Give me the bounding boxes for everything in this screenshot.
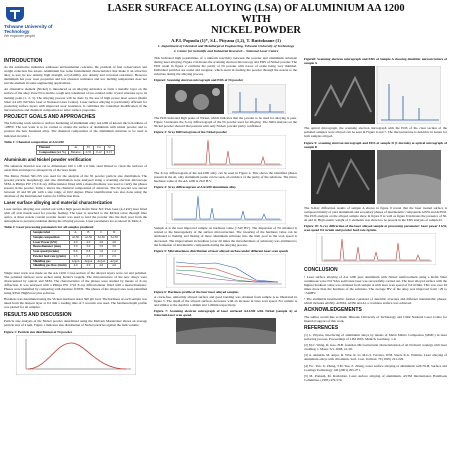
table-cell: 4.0 [81, 263, 96, 269]
table-caption: Table 2: Laser processing parameters for… [4, 225, 94, 230]
paragraph: Single laser track was made on the AA 12… [4, 270, 147, 296]
paragraph: Particle size analysis of the Nickel pow… [4, 319, 147, 328]
table-cell: Shielding gas flow (l/min) [29, 263, 70, 269]
reference: [5] M. Prakash, M. Ravindran, Laser surf… [304, 373, 447, 382]
reference: [1] L. Pityana, Interfacing of aluminium… [304, 332, 447, 341]
table-cell: Composition (wt %) [35, 149, 69, 156]
paragraph: Hardness was determined using the Vicker… [4, 297, 147, 310]
logo-emblem [6, 7, 24, 22]
table-row: Composition (wt %) Balance 0.55 0.12 0.15 [35, 149, 116, 156]
paragraph: As the automotive industries addresses e… [4, 65, 147, 86]
paragraph: The optical micrograph, the scanning ele… [304, 126, 447, 139]
table-caption: Table 1: Chemical composition of AA1200 [4, 139, 64, 144]
table-row: Scan speed (m/min) 0.6 0.8 1.0 1.2 [29, 249, 122, 255]
paragraph: The substrate material was cut to dimens… [4, 163, 147, 172]
subsection-heading: Laser surface alloying and material char… [4, 200, 113, 206]
paragraph: An alternative element (Nickel) is intro… [4, 87, 147, 112]
hardness-plot [165, 253, 286, 288]
micrograph [310, 66, 441, 125]
column: This indicated high possibilities of a u… [154, 56, 297, 450]
column: Figure8: Scanning electron micrograph an… [304, 56, 447, 450]
section-heading: PROJECT GOALS AND APPROACHES [4, 113, 96, 120]
diffractogram [315, 233, 436, 266]
distribution-plot [15, 334, 136, 375]
reference: [3] A. Almeida, M. Anjos, R. Vilar, R. L… [304, 353, 447, 362]
table-cell: 0.15 [103, 149, 116, 156]
paragraph: The Metco Nickel 56C-NS was used for the… [4, 173, 147, 199]
paragraph: The X-Ray diffraction results of sample … [304, 205, 447, 222]
figure-caption: Figure 1: Particle size distribution of … [4, 329, 73, 334]
diffractogram [165, 190, 286, 225]
table-row: Laser Power (kW) 4.0 4.0 4.0 4.0 [29, 239, 122, 246]
paragraph: The EDS indicated high peaks of Nickel, … [154, 115, 297, 128]
logo: Tshwane University of Technology We empo… [4, 5, 66, 38]
paragraph: The X-ray diffractogram of the AA1200 al… [154, 170, 297, 184]
affiliation: 2. Centre for Scientific and Industrial … [173, 48, 279, 53]
micrograph [310, 149, 441, 204]
reference: [2] M.C. Wang, D. Guo, H.B. Ganshai, Mic… [304, 343, 447, 352]
figure-caption: Figure 9: scanning electron micrograph a… [304, 140, 447, 149]
table-cell: 4.0 [107, 263, 122, 269]
logo-name: Tshwane University of Technology [4, 24, 53, 34]
table-row: Shielding gas flow (l/min) 4.0 4.0 4.0 4.0 [29, 263, 122, 269]
parameters-table: Sample label A B C D Sample composition Al-Ni A… [29, 230, 122, 269]
figure-caption: Figure 6: Hardness profile of the four l… [154, 289, 239, 294]
figure-caption: Figure 10: X-ray diffraction of the lase… [304, 224, 447, 233]
figure-caption: Figure 3: Xray Diffractogram of the Nick… [154, 129, 228, 134]
section-heading: CONCLUSION [304, 267, 338, 274]
column: INTRODUCTION As the automotive industrie… [4, 56, 147, 450]
paragraph: The following work relates to surface ha… [4, 121, 147, 138]
title-line: LASER SURFACE ALLOYING (LSA) OF ALUMINIU… [107, 3, 405, 14]
paragraph: The author would like to thank Tshwane U… [304, 314, 447, 324]
paragraph: Sample A is the best improved sample on … [154, 226, 297, 247]
paragraph: • Laser surface alloying of AA 1200 pure… [304, 274, 447, 295]
logo-tagline: We empower people [4, 34, 36, 38]
table-cell: 0.12 [93, 149, 105, 156]
section-heading: INTRODUCTION [4, 57, 43, 64]
figure-caption: Figure2: Scanning electron micrograph an… [154, 78, 244, 83]
authors: A.P.I. Popoola (1)*, S.L. Pityana (1,2),… [171, 38, 281, 43]
section-heading: RESULTS AND DISCUSSION [4, 311, 72, 318]
paragraph: This indicated high possibilities of a u… [154, 56, 297, 77]
title-line: WITH [241, 14, 271, 25]
micrograph [175, 318, 276, 345]
table-cell: 0.55 [82, 149, 95, 156]
section-heading: ACKNOWLEDGEMENTS [304, 307, 362, 314]
subsection-heading: Aluminium and Nickel powder verification [4, 157, 92, 163]
paragraph: Laser surface alloying was carried out w… [4, 206, 147, 223]
poster-title: LASER SURFACE ALLOYING (LSA) OF ALUMINIU… [70, 3, 442, 36]
figure-caption: Figure8: Scanning electron micrograph an… [304, 57, 447, 66]
paragraph: A crack-free, uniformly alloyed surface … [154, 294, 297, 308]
table-cell: 4.0 [94, 263, 109, 269]
affiliation: 1. Department of Chemical and Metallurgi… [157, 44, 295, 48]
figure-caption: Figure 7: Scanning electron micrograph o… [154, 309, 297, 318]
title-line: NICKEL POWDER [211, 25, 301, 36]
figure-caption: Figure 5: Microhardness distribution of … [154, 248, 289, 253]
section-heading: REFERENCES [304, 325, 339, 332]
composition-table: Element Al Fe Cu Si Composition (wt %) Balance… [35, 144, 116, 156]
paragraph: • The aluminide intermetallic formed con… [304, 297, 447, 306]
diffractogram [165, 134, 286, 169]
table-cell: Balance [67, 149, 84, 156]
table-cell: 4.0 [68, 263, 83, 269]
micrograph [165, 83, 286, 114]
reference: [4] Y.C. Yan, X. Zhang, T.M. Yue, Z. Zha… [304, 363, 447, 372]
figure-caption: Figure 4: Xray diffractogram of AA1200 a… [154, 185, 236, 190]
